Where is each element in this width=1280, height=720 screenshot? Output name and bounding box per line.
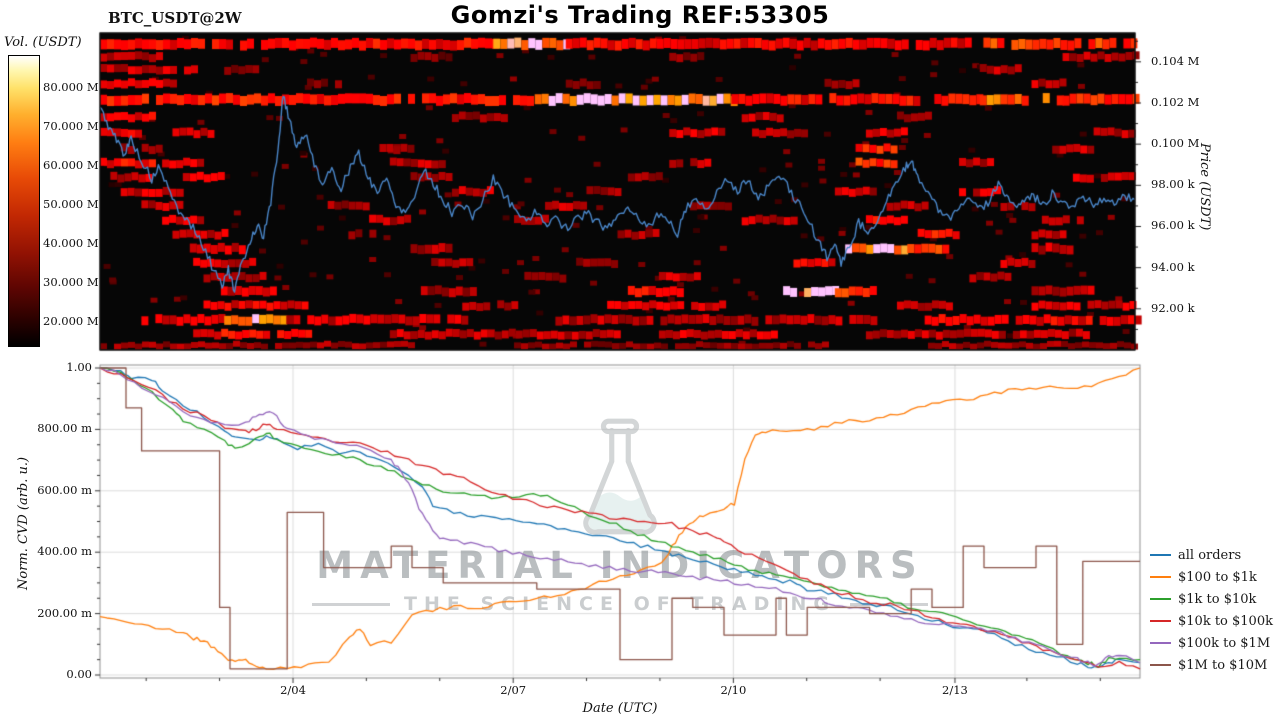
price-tick-label: 98.00 k <box>1151 177 1195 192</box>
legend-item: $1M to $10M <box>1150 654 1273 676</box>
cvd-ytick-label: 400.00 m <box>37 544 92 559</box>
liquidity-heatmap-canvas <box>95 28 1145 358</box>
cvd-ytick-label: 0.00 <box>66 667 92 681</box>
colorbar-tick-label: 50.000 M <box>43 196 99 211</box>
colorbar-tick-label: 70.000 M <box>43 119 99 134</box>
colorbar-tick-label: 20.000 M <box>43 313 99 328</box>
legend-swatch <box>1150 642 1171 644</box>
colorbar-tick-label: 60.000 M <box>43 157 99 172</box>
price-tick-label: 96.00 k <box>1151 218 1195 233</box>
colorbar-tick-label: 30.000 M <box>43 274 99 289</box>
volume-colorbar <box>8 55 40 347</box>
price-tick-label: 92.00 k <box>1151 300 1195 315</box>
legend-item: all orders <box>1150 544 1273 566</box>
legend-label: $1M to $10M <box>1178 657 1268 673</box>
page-title: Gomzi's Trading REF:53305 <box>450 1 830 29</box>
legend: all orders $100 to $1k $1k to $10k $10k to … <box>1150 544 1273 676</box>
legend-label: all orders <box>1178 547 1242 563</box>
legend-item: $1k to $10k <box>1150 588 1273 610</box>
legend-label: $100k to $1M <box>1178 635 1271 651</box>
legend-label: $1k to $10k <box>1178 591 1257 607</box>
legend-swatch <box>1150 576 1171 578</box>
colorbar-tick-label: 80.000 M <box>43 80 99 95</box>
price-tick-label: 94.00 k <box>1151 259 1195 274</box>
legend-swatch <box>1150 620 1171 622</box>
price-tick-label: 0.102 M <box>1151 94 1200 109</box>
colorbar-tick-label: 40.000 M <box>43 235 99 250</box>
symbol-label: BTC_USDT@2W <box>108 9 242 27</box>
legend-label: $10k to $100k <box>1178 613 1273 629</box>
legend-item: $10k to $100k <box>1150 610 1273 632</box>
legend-item: $100k to $1M <box>1150 632 1273 654</box>
cvd-ytick-label: 200.00 m <box>37 605 92 620</box>
legend-item: $100 to $1k <box>1150 566 1273 588</box>
cvd-ytick-label: 600.00 m <box>37 482 92 497</box>
legend-swatch <box>1150 554 1171 556</box>
cvd-x-axis-label: Date (UTC) <box>582 701 658 716</box>
price-tick-label: 0.100 M <box>1151 136 1200 151</box>
legend-label: $100 to $1k <box>1178 569 1257 585</box>
cvd-y-axis-label: Norm. CVD (arb. u.) <box>16 456 31 590</box>
cvd-lines-canvas <box>90 360 1160 690</box>
legend-swatch <box>1150 598 1171 600</box>
legend-swatch <box>1150 664 1171 666</box>
price-tick-label: 0.104 M <box>1151 53 1200 68</box>
price-axis-label: Price (USDT) <box>1197 143 1212 231</box>
colorbar-title: Vol. (USDT) <box>4 35 82 50</box>
cvd-ytick-label: 800.00 m <box>37 421 92 436</box>
cvd-ytick-label: 1.00 <box>66 360 92 374</box>
